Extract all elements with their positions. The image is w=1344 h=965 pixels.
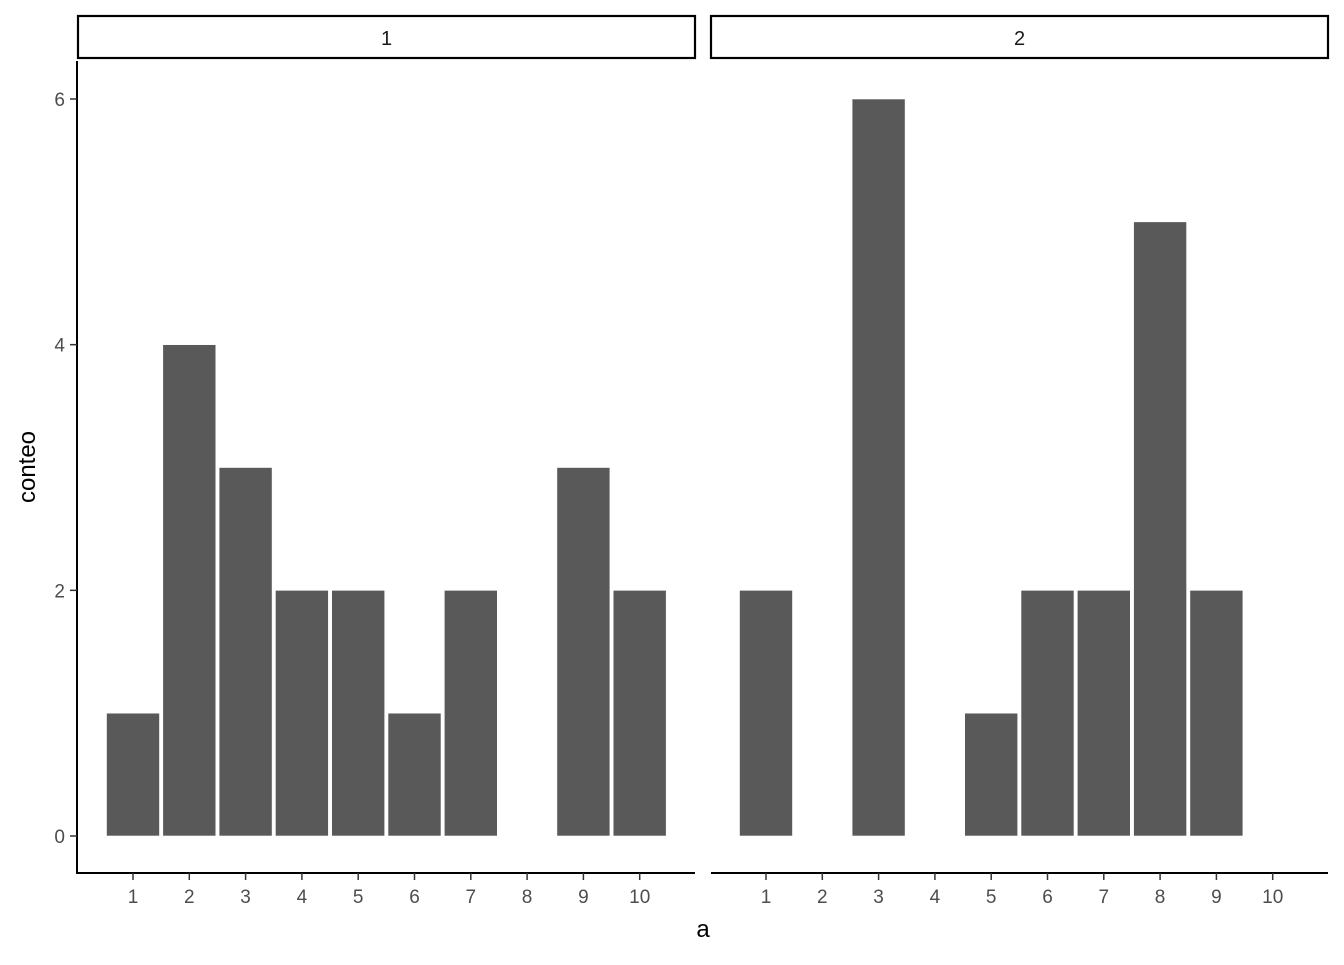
y-tick-label: 2 [54, 581, 65, 602]
bar [331, 590, 386, 837]
bar [964, 712, 1019, 837]
x-tick-label: 2 [817, 887, 828, 908]
facet-strip-label: 1 [381, 28, 392, 50]
facet-strip [709, 14, 1330, 60]
facet-panels: 1 1 2 3 4 5 6 7 8 9 10 2 1 2 3 4 5 6 7 8 9 10 [76, 14, 1330, 908]
x-tick-label: 10 [629, 887, 650, 908]
x-tick-label: 2 [184, 887, 195, 908]
facet-strip-label: 2 [1014, 28, 1025, 50]
x-tick-label: 10 [1262, 887, 1283, 908]
x-tick-label: 3 [873, 887, 884, 908]
bar [1077, 590, 1131, 837]
bar [1020, 590, 1075, 837]
x-tick-label: 8 [522, 887, 533, 908]
bar [739, 590, 793, 837]
x-tick-label: 5 [986, 887, 997, 908]
bar [106, 712, 160, 837]
facet-panel: 2 1 2 3 4 5 6 7 8 9 10 [709, 14, 1330, 908]
bar [162, 344, 217, 837]
y-tick-label: 0 [54, 827, 65, 848]
x-tick-label: 4 [297, 887, 308, 908]
x-tick-label: 9 [1211, 887, 1222, 908]
y-axis-title: conteo [14, 431, 41, 503]
y-tick-label: 4 [54, 336, 65, 357]
x-tick-label: 8 [1155, 887, 1166, 908]
bar [1133, 221, 1187, 837]
y-tick-label: 6 [54, 90, 65, 111]
bar [556, 467, 611, 837]
x-tick-label: 6 [1042, 887, 1053, 908]
bar [612, 590, 667, 837]
bar [1189, 590, 1244, 837]
x-tick-label: 5 [353, 887, 364, 908]
x-tick-label: 4 [930, 887, 941, 908]
bar [275, 590, 329, 837]
x-tick-label: 6 [409, 887, 420, 908]
bar [218, 467, 273, 837]
bar [387, 712, 442, 837]
x-tick-label: 7 [466, 887, 477, 908]
y-axis: 0 2 4 6 [54, 61, 78, 874]
bar [851, 98, 906, 837]
x-axis-title: a [696, 916, 710, 943]
x-tick-label: 1 [761, 887, 772, 908]
x-tick-label: 7 [1099, 887, 1110, 908]
facet-panel: 1 1 2 3 4 5 6 7 8 9 10 [76, 14, 697, 908]
x-tick-label: 9 [578, 887, 589, 908]
x-tick-label: 1 [128, 887, 139, 908]
bar [443, 590, 498, 837]
x-tick-label: 3 [240, 887, 251, 908]
facet-strip [76, 14, 697, 60]
